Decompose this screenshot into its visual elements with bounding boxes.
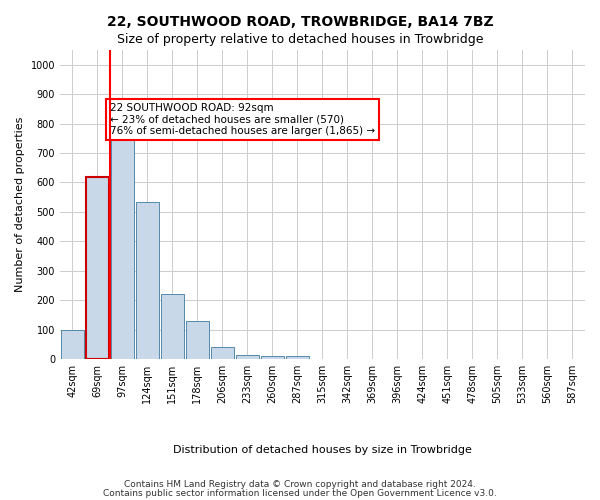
Bar bbox=[86, 176, 109, 359]
Bar bbox=[286, 356, 309, 359]
Bar bbox=[111, 126, 134, 359]
Text: Size of property relative to detached houses in Trowbridge: Size of property relative to detached ho… bbox=[117, 32, 483, 46]
X-axis label: Distribution of detached houses by size in Trowbridge: Distribution of detached houses by size … bbox=[173, 445, 472, 455]
Text: 22 SOUTHWOOD ROAD: 92sqm
← 23% of detached houses are smaller (570)
76% of semi-: 22 SOUTHWOOD ROAD: 92sqm ← 23% of detach… bbox=[110, 103, 375, 136]
Bar bbox=[211, 348, 233, 359]
Text: 22, SOUTHWOOD ROAD, TROWBRIDGE, BA14 7BZ: 22, SOUTHWOOD ROAD, TROWBRIDGE, BA14 7BZ bbox=[107, 15, 493, 29]
Y-axis label: Number of detached properties: Number of detached properties bbox=[15, 117, 25, 292]
Bar bbox=[261, 356, 284, 359]
Bar bbox=[186, 321, 209, 359]
Text: Contains HM Land Registry data © Crown copyright and database right 2024.: Contains HM Land Registry data © Crown c… bbox=[124, 480, 476, 489]
Text: Contains public sector information licensed under the Open Government Licence v3: Contains public sector information licen… bbox=[103, 488, 497, 498]
Bar bbox=[136, 202, 158, 359]
Bar bbox=[236, 354, 259, 359]
Bar bbox=[161, 294, 184, 359]
Bar bbox=[61, 330, 83, 359]
